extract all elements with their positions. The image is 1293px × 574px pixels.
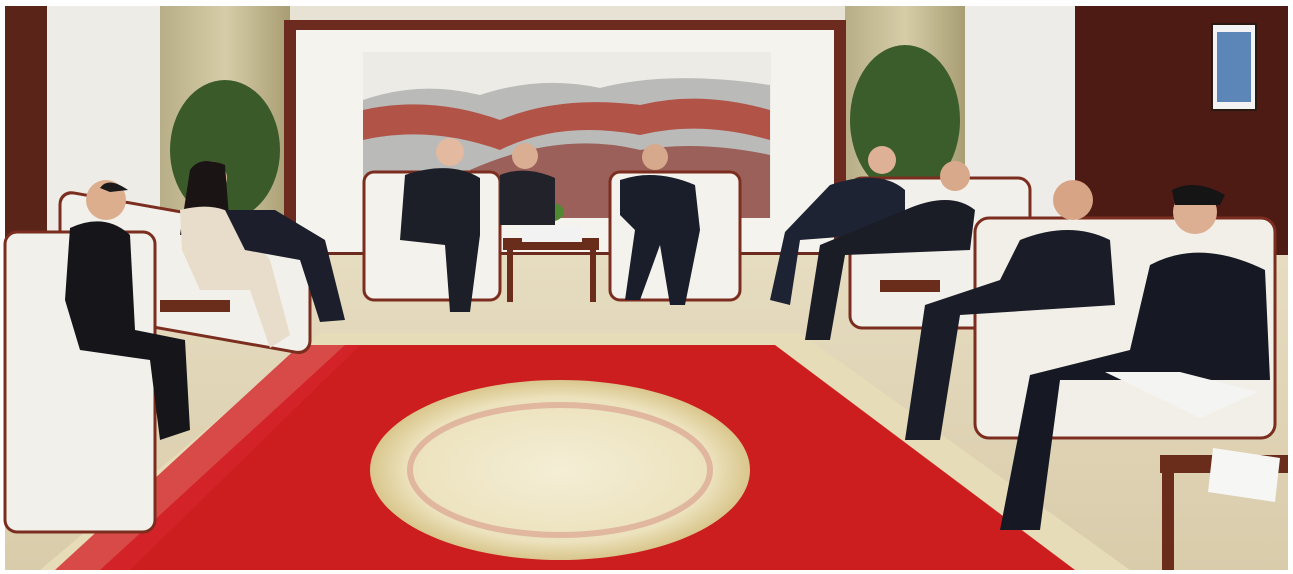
- person-head: [512, 143, 538, 169]
- person-body: [65, 221, 190, 440]
- side-table: [880, 280, 940, 292]
- carpet-medallion: [370, 380, 750, 560]
- person-suit: [400, 168, 480, 312]
- name-plates: [522, 226, 582, 242]
- person-hair: [1172, 185, 1225, 205]
- table-leg: [507, 250, 513, 302]
- person-suit: [620, 175, 700, 305]
- person-head: [436, 138, 464, 166]
- person-body: [180, 206, 290, 348]
- table-leg: [1162, 470, 1174, 570]
- person-suit: [1000, 252, 1270, 530]
- name-plate: [1208, 448, 1280, 502]
- painting-red-ridge: [363, 98, 770, 150]
- person-head: [642, 144, 668, 170]
- person-body: [225, 210, 345, 322]
- side-table: [160, 300, 230, 312]
- person-suit: [500, 170, 555, 225]
- person-suit: [805, 200, 975, 340]
- person-head: [868, 146, 896, 174]
- folder: [1105, 372, 1258, 418]
- person-suit: [770, 177, 905, 305]
- person-hair: [100, 182, 128, 192]
- left-wood-wall: [5, 6, 47, 266]
- wall-picture-image: [1217, 32, 1251, 102]
- person-head: [1053, 180, 1093, 220]
- table-leg: [590, 250, 596, 302]
- person-suit: [905, 230, 1115, 440]
- carpet-pattern: [407, 402, 713, 538]
- person-head: [940, 161, 970, 191]
